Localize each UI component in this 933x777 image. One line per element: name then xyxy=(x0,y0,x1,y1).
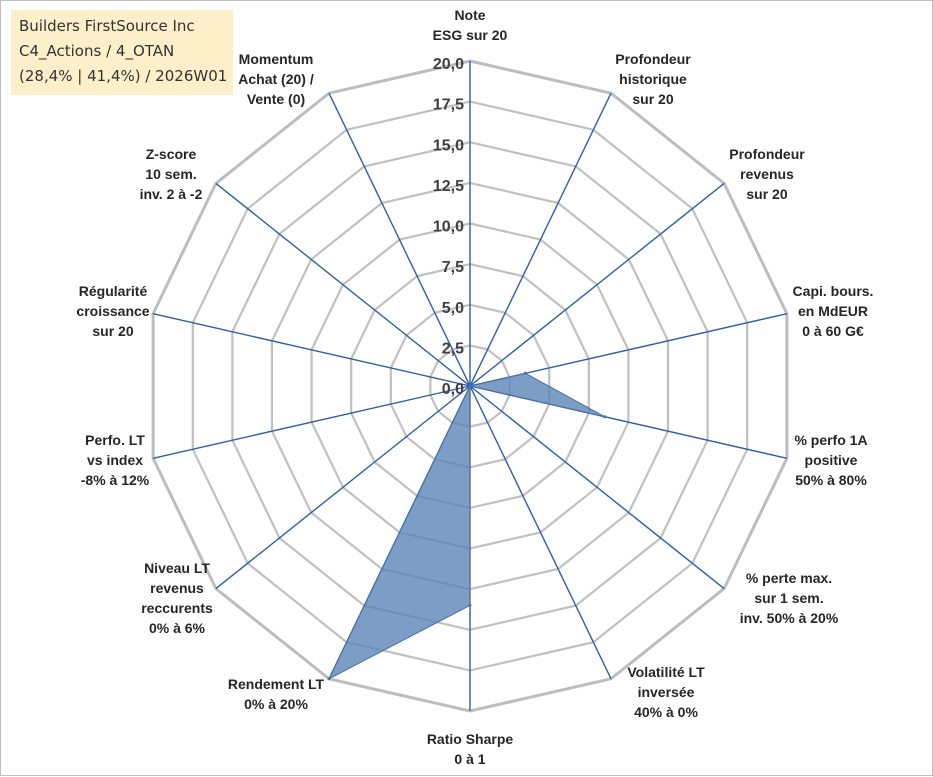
axis-label-4-line-0: % perfo 1A xyxy=(794,432,867,448)
axis-label-3-line-2: 0 à 60 G€ xyxy=(802,323,864,339)
axis-label-2-line-2: sur 20 xyxy=(746,186,787,202)
data-point-13 xyxy=(468,384,472,388)
axis-label-4-line-1: positive xyxy=(805,452,858,468)
tick-label-2: 5,0 xyxy=(442,300,464,317)
axis-label-9-line-1: revenus xyxy=(150,580,204,596)
axis-label-1-line-2: sur 20 xyxy=(632,91,673,107)
axis-label-0-line-0: Note xyxy=(454,7,485,23)
title-line-3: (28,4% | 41,4%) / 2026W01 xyxy=(19,67,228,85)
tick-label-8: 20,0 xyxy=(433,56,464,73)
axis-label-7-line-0: Ratio Sharpe xyxy=(427,731,514,747)
axis-label-12-line-0: Z-score xyxy=(146,146,197,162)
spoke-2 xyxy=(469,182,725,387)
axis-label-1-line-1: historique xyxy=(619,71,687,87)
axis-label-2-line-1: revenus xyxy=(740,166,794,182)
axis-label-6-line-2: 40% à 0% xyxy=(634,704,698,720)
axis-label-7-line-1: 0 à 1 xyxy=(454,751,485,767)
axis-label-5-line-0: % perte max. xyxy=(746,570,832,586)
axis-label-13: Momentum Achat (20) / Vente (0) xyxy=(238,51,314,107)
spoke-13 xyxy=(328,92,471,387)
tick-label-4: 10,0 xyxy=(433,219,464,236)
axis-label-11-line-1: croissance xyxy=(76,303,149,319)
title-line-2: C4_Actions / 4_OTAN xyxy=(19,42,175,60)
axis-label-11-line-2: sur 20 xyxy=(92,323,133,339)
spoke-5 xyxy=(469,385,725,590)
spoke-1 xyxy=(469,92,612,387)
tick-label-3: 7,5 xyxy=(442,259,464,276)
spoke-11 xyxy=(152,313,471,387)
axis-label-13-line-1: Achat (20) / xyxy=(238,71,314,87)
axis-label-9-line-2: reccurents xyxy=(141,600,213,616)
spoke-9 xyxy=(215,385,471,590)
axis-label-6-line-0: Volatilité LT xyxy=(627,664,705,680)
axis-label-4-line-2: 50% à 80% xyxy=(795,472,867,488)
axis-label-4: % perfo 1A positive 50% à 80% xyxy=(794,432,867,488)
axis-label-3: Capi. bours. en MdEUR 0 à 60 G€ xyxy=(793,283,874,339)
axis-label-1-line-0: Profondeur xyxy=(615,51,691,67)
spoke-10 xyxy=(152,385,471,459)
axis-label-10-line-1: vs index xyxy=(87,452,143,468)
axis-label-0: Note ESG sur 20 xyxy=(433,7,508,43)
axis-label-6-line-1: inversée xyxy=(638,684,695,700)
title-line-1: Builders FirstSource Inc xyxy=(19,17,195,35)
axis-label-13-line-2: Vente (0) xyxy=(247,91,305,107)
tick-label-1: 2,5 xyxy=(442,340,464,357)
axis-label-13-line-0: Momentum xyxy=(239,51,314,67)
axis-label-8: Rendement LT 0% à 20% xyxy=(228,676,325,712)
axis-label-3-line-1: en MdEUR xyxy=(798,303,868,319)
axis-label-11: Régularité croissance sur 20 xyxy=(76,283,149,339)
axis-label-5-line-1: sur 1 sem. xyxy=(754,590,823,606)
axis-label-11-line-0: Régularité xyxy=(79,283,148,299)
axis-label-10-line-2: -8% à 12% xyxy=(81,472,150,488)
tick-label-5: 12,5 xyxy=(433,178,464,195)
axis-label-8-line-0: Rendement LT xyxy=(228,676,325,692)
axis-label-8-line-1: 0% à 20% xyxy=(244,696,308,712)
spoke-6 xyxy=(469,385,612,680)
axis-label-0-line-1: ESG sur 20 xyxy=(433,27,508,43)
title-box: Builders FirstSource Inc C4_Actions / 4_… xyxy=(11,10,233,95)
data-point-3 xyxy=(523,371,527,375)
axis-label-3-line-0: Capi. bours. xyxy=(793,283,874,299)
axis-label-12-line-2: inv. 2 à -2 xyxy=(140,186,203,202)
tick-label-6: 15,0 xyxy=(433,137,464,154)
axis-label-5-line-2: inv. 50% à 20% xyxy=(740,610,839,626)
axis-label-9-line-0: Niveau LT xyxy=(144,560,210,576)
data-point-4 xyxy=(603,415,607,419)
axis-label-6: Volatilité LT inversée 40% à 0% xyxy=(627,664,705,720)
data-point-8 xyxy=(327,677,331,681)
tick-label-7: 17,5 xyxy=(433,97,464,114)
axis-label-2: Profondeur revenus sur 20 xyxy=(729,146,805,202)
axis-label-9: Niveau LT revenus reccurents 0% à 6% xyxy=(141,560,213,636)
tick-label-0: 0,0 xyxy=(442,381,464,398)
axis-label-1: Profondeur historique sur 20 xyxy=(615,51,691,107)
data-point-7 xyxy=(468,603,472,607)
axis-label-7: Ratio Sharpe 0 à 1 xyxy=(427,731,514,767)
axis-label-10-line-0: Perfo. LT xyxy=(85,432,145,448)
axis-label-10: Perfo. LT vs index -8% à 12% xyxy=(81,432,150,488)
axis-label-9-line-3: 0% à 6% xyxy=(149,620,206,636)
spoke-12 xyxy=(215,182,471,387)
axis-label-12-line-1: 10 sem. xyxy=(145,166,196,182)
series-area xyxy=(327,372,605,680)
axis-label-2-line-0: Profondeur xyxy=(729,146,805,162)
axis-label-12: Z-score 10 sem. inv. 2 à -2 xyxy=(140,146,203,202)
axis-label-5: % perte max. sur 1 sem. inv. 50% à 20% xyxy=(740,570,839,626)
